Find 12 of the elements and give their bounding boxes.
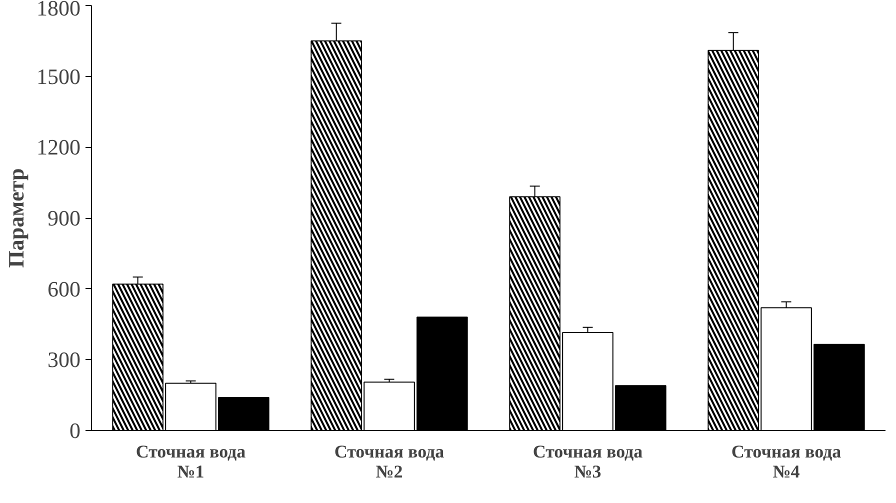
y-tick-label: 1500 [36, 64, 80, 89]
y-tick-label: 1800 [36, 0, 80, 20]
y-tick-label: 600 [48, 276, 80, 302]
y-axis-title: Параметр [4, 168, 28, 268]
x-tick-label: Сточная вода №2 [334, 442, 444, 482]
x-tick-label: Сточная вода №1 [136, 442, 246, 482]
y-tick-label: 0 [70, 418, 80, 443]
y-tick-label: 900 [48, 206, 80, 230]
y-tick-label: 300 [48, 347, 80, 372]
x-tick-label: Сточная вода №3 [532, 442, 643, 482]
y-tick-label: 1200 [36, 134, 80, 160]
x-tick-label: Сточная вода №4 [731, 442, 842, 482]
